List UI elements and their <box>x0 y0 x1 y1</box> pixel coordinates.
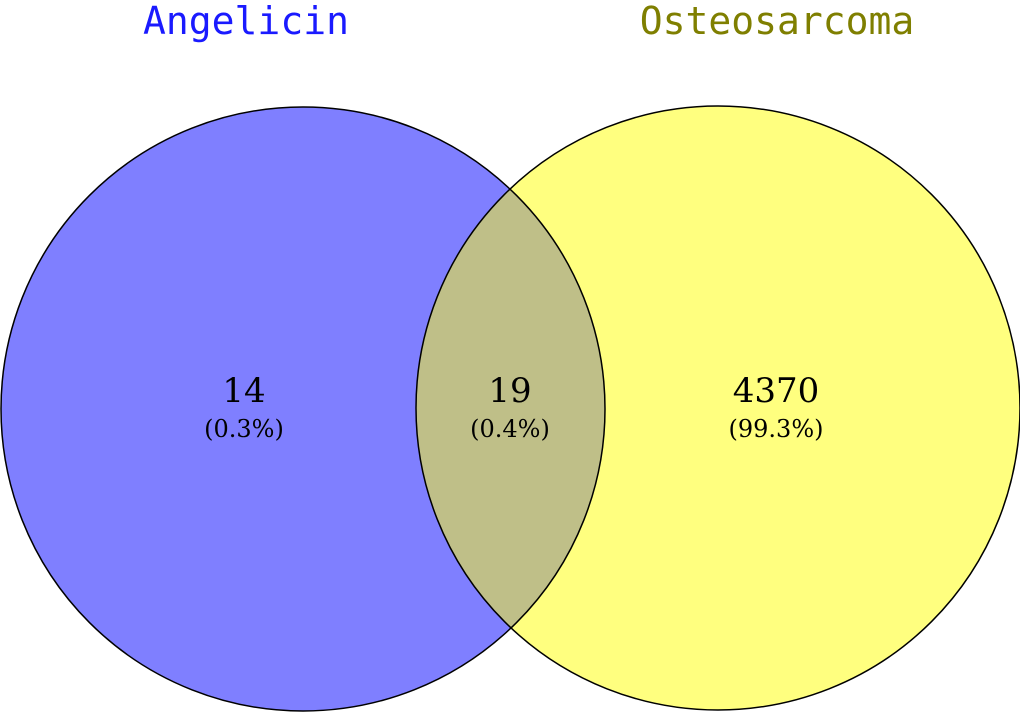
intersection-count: 19 <box>488 371 531 411</box>
angelicin-only-percent: (0.3%) <box>204 415 284 443</box>
osteosarcoma-circle-outline <box>415 105 1020 711</box>
osteosarcoma-only-percent: (99.3%) <box>729 415 824 443</box>
set-label-angelicin: Angelicin <box>143 0 349 43</box>
osteosarcoma-only-count: 4370 <box>733 371 820 411</box>
osteosarcoma-circle <box>416 106 1020 710</box>
set-label-osteosarcoma: Osteosarcoma <box>640 0 915 43</box>
intersection-percent: (0.4%) <box>470 415 550 443</box>
angelicin-circle-outline <box>0 106 606 712</box>
angelicin-only-count: 14 <box>222 371 265 411</box>
angelicin-circle <box>1 107 605 711</box>
